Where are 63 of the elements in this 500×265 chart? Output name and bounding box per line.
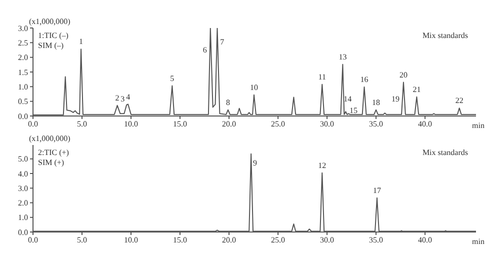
annotation: 9 xyxy=(252,158,257,168)
y-axis-title: (x1,000,000) xyxy=(29,134,71,143)
x-tick-label: 0.0 xyxy=(28,120,38,129)
y-tick-label: 5.0 xyxy=(18,154,28,164)
annotation: 3 xyxy=(120,94,125,104)
annotation: 11 xyxy=(318,72,326,82)
x-tick-label: 20.0 xyxy=(222,120,236,129)
annotation: SIM (+) xyxy=(38,158,64,167)
annotation: 7 xyxy=(220,38,224,47)
y-tick-label: 4.0 xyxy=(18,169,28,178)
x-axis-title: min xyxy=(472,237,484,246)
x-tick-label: 30.0 xyxy=(320,236,334,245)
x-tick-label: 40.0 xyxy=(418,236,432,245)
x-tick-label: 15.0 xyxy=(173,236,188,245)
annotation: SIM (–) xyxy=(38,41,64,50)
annotation: 22 xyxy=(455,96,464,106)
annotation: 1:TIC (–) xyxy=(38,31,69,40)
x-tick-label: 30.0 xyxy=(320,120,334,129)
annotation: 12 xyxy=(318,160,326,170)
annotation: 10 xyxy=(250,82,258,92)
y-tick-label: 3.0 xyxy=(18,184,28,193)
annotation: 13 xyxy=(338,52,347,62)
x-tick-label: 15.0 xyxy=(173,120,188,129)
y-tick-label: 1.5 xyxy=(18,68,28,77)
annotation: 17 xyxy=(373,186,382,195)
y-tick-label: 3.0 xyxy=(18,24,28,33)
annotation: 4 xyxy=(126,92,130,102)
y-tick-label: 1.0 xyxy=(18,213,28,222)
x-tick-label: 5.0 xyxy=(77,236,88,245)
y-tick-label: 2.5 xyxy=(18,38,28,48)
annotation: 14 xyxy=(344,94,352,104)
x-tick-label: 25.0 xyxy=(271,120,286,129)
x-tick-label: 25.0 xyxy=(271,236,286,245)
annotation: 18 xyxy=(372,98,380,107)
annotation: 15 xyxy=(349,106,358,116)
x-tick-label: 20.0 xyxy=(222,236,236,245)
annotation: 20 xyxy=(399,70,408,80)
y-tick-label: 0.5 xyxy=(18,97,28,106)
y-axis-title: (x1,000,000) xyxy=(29,17,71,26)
annotation: 21 xyxy=(412,84,421,94)
x-tick-label: 10.0 xyxy=(124,120,138,129)
annotation: 1 xyxy=(79,37,84,46)
annotation: 19 xyxy=(391,94,400,104)
x-tick-label: 5.0 xyxy=(77,120,88,129)
y-tick-label: 2.0 xyxy=(18,53,28,62)
x-tick-label: 35.0 xyxy=(369,236,384,245)
x-axis-title: min xyxy=(472,121,484,130)
x-tick-label: 0.0 xyxy=(28,236,38,245)
y-tick-label: 0.0 xyxy=(18,228,28,237)
annotation: 6 xyxy=(202,46,207,55)
x-tick-label: 40.0 xyxy=(418,120,432,129)
y-tick-label: 2.0 xyxy=(18,198,28,208)
x-tick-label: 35.0 xyxy=(369,120,384,129)
annotation: Mix standards xyxy=(422,31,468,40)
annotation: 5 xyxy=(170,74,174,83)
annotation: 16 xyxy=(360,74,368,84)
y-tick-label: 0.0 xyxy=(18,112,28,121)
annotation: 2:TIC (+) xyxy=(38,148,70,157)
annotation: 2 xyxy=(115,93,120,102)
annotation: Mix standards xyxy=(422,148,468,157)
y-tick-label: 1.0 xyxy=(18,82,28,92)
annotation: 8 xyxy=(226,98,230,107)
x-tick-label: 10.0 xyxy=(124,236,138,245)
